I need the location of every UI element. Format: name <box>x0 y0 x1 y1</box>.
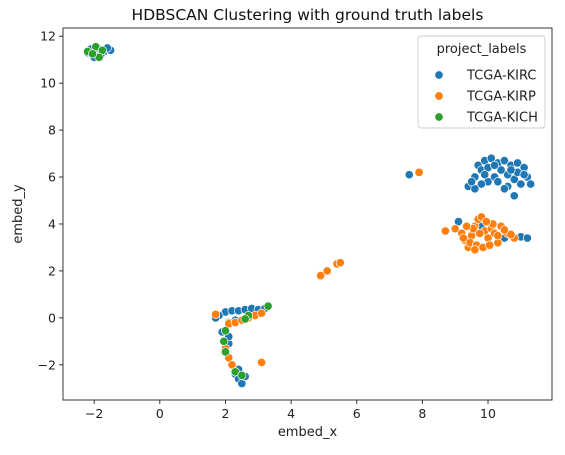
data-point <box>219 336 229 346</box>
x-tick-label: 0 <box>156 406 164 421</box>
y-tick-label: 4 <box>48 216 56 231</box>
data-point <box>499 225 509 235</box>
data-point <box>322 266 332 276</box>
data-point <box>512 158 523 168</box>
data-point <box>490 160 500 170</box>
data-point <box>499 184 509 194</box>
x-tick-label: −2 <box>85 406 103 421</box>
data-point <box>509 191 519 201</box>
data-point <box>257 357 267 367</box>
data-point <box>493 177 503 187</box>
data-point <box>316 271 326 281</box>
y-tick-label: 6 <box>48 170 56 185</box>
legend-marker <box>434 112 444 122</box>
legend-label: TCGA-KICH <box>466 111 538 126</box>
x-axis-label: embed_x <box>278 425 338 440</box>
y-axis-label: embed_y <box>11 184 26 244</box>
legend-item: TCGA-KIRP <box>434 90 536 105</box>
chart-title: HDBSCAN Clustering with ground truth lab… <box>132 6 484 24</box>
data-point <box>485 240 495 250</box>
data-point <box>475 228 485 238</box>
data-point <box>480 170 490 180</box>
series-tcga-kirp <box>211 167 519 370</box>
data-point <box>462 221 472 231</box>
data-point <box>516 179 526 189</box>
legend: project_labels TCGA-KIRCTCGA-KIRPTCGA-KI… <box>417 35 546 129</box>
legend-marker <box>434 70 444 80</box>
y-tick-label: 2 <box>48 263 56 278</box>
legend-box <box>417 35 546 129</box>
x-tick-label: 6 <box>353 406 361 421</box>
data-point <box>476 179 486 189</box>
data-point <box>519 170 529 180</box>
y-tick-label: 0 <box>48 310 56 325</box>
data-point <box>335 258 345 268</box>
data-point <box>237 370 247 380</box>
legend-item: TCGA-KICH <box>434 111 538 126</box>
data-point <box>450 224 460 234</box>
x-tick-label: 8 <box>418 406 426 421</box>
x-tick-label: 10 <box>480 406 496 421</box>
x-tick-label: 2 <box>221 406 229 421</box>
x-tick-label: 4 <box>287 406 295 421</box>
data-point <box>440 226 450 236</box>
data-point <box>493 231 503 241</box>
data-point <box>496 165 506 175</box>
legend-item: TCGA-KIRC <box>434 69 536 84</box>
data-point <box>499 156 509 166</box>
y-tick-label: −2 <box>38 357 56 372</box>
x-axis: −2 0 2 4 6 8 10 <box>85 400 496 421</box>
legend-label: TCGA-KIRP <box>466 90 536 105</box>
legend-label: TCGA-KIRC <box>466 69 536 84</box>
data-point <box>470 245 480 255</box>
y-axis: −2 0 2 4 6 8 10 12 <box>38 29 63 372</box>
data-point <box>481 217 491 227</box>
data-point <box>220 326 231 336</box>
data-point <box>414 167 424 177</box>
legend-items: TCGA-KIRC TCGA-KIRP TCGA-KICH <box>434 69 538 126</box>
plot-frame <box>62 27 553 401</box>
data-point <box>506 229 516 240</box>
data-point <box>526 179 536 189</box>
legend-title: project_labels <box>437 42 527 57</box>
y-tick-label: 12 <box>40 29 56 44</box>
data-point <box>522 233 532 243</box>
data-point <box>506 165 516 175</box>
data-point <box>240 314 250 324</box>
points-layer <box>83 42 536 389</box>
data-point <box>404 170 414 180</box>
data-point <box>87 49 98 59</box>
data-point <box>458 233 468 243</box>
data-point <box>257 308 267 318</box>
data-point <box>220 347 231 357</box>
series-tcga-kich <box>83 42 273 380</box>
y-tick-label: 8 <box>48 123 56 138</box>
y-tick-label: 10 <box>40 76 56 91</box>
legend-marker <box>434 91 444 101</box>
data-point <box>211 309 221 319</box>
data-point <box>467 177 477 187</box>
data-point <box>263 301 273 311</box>
